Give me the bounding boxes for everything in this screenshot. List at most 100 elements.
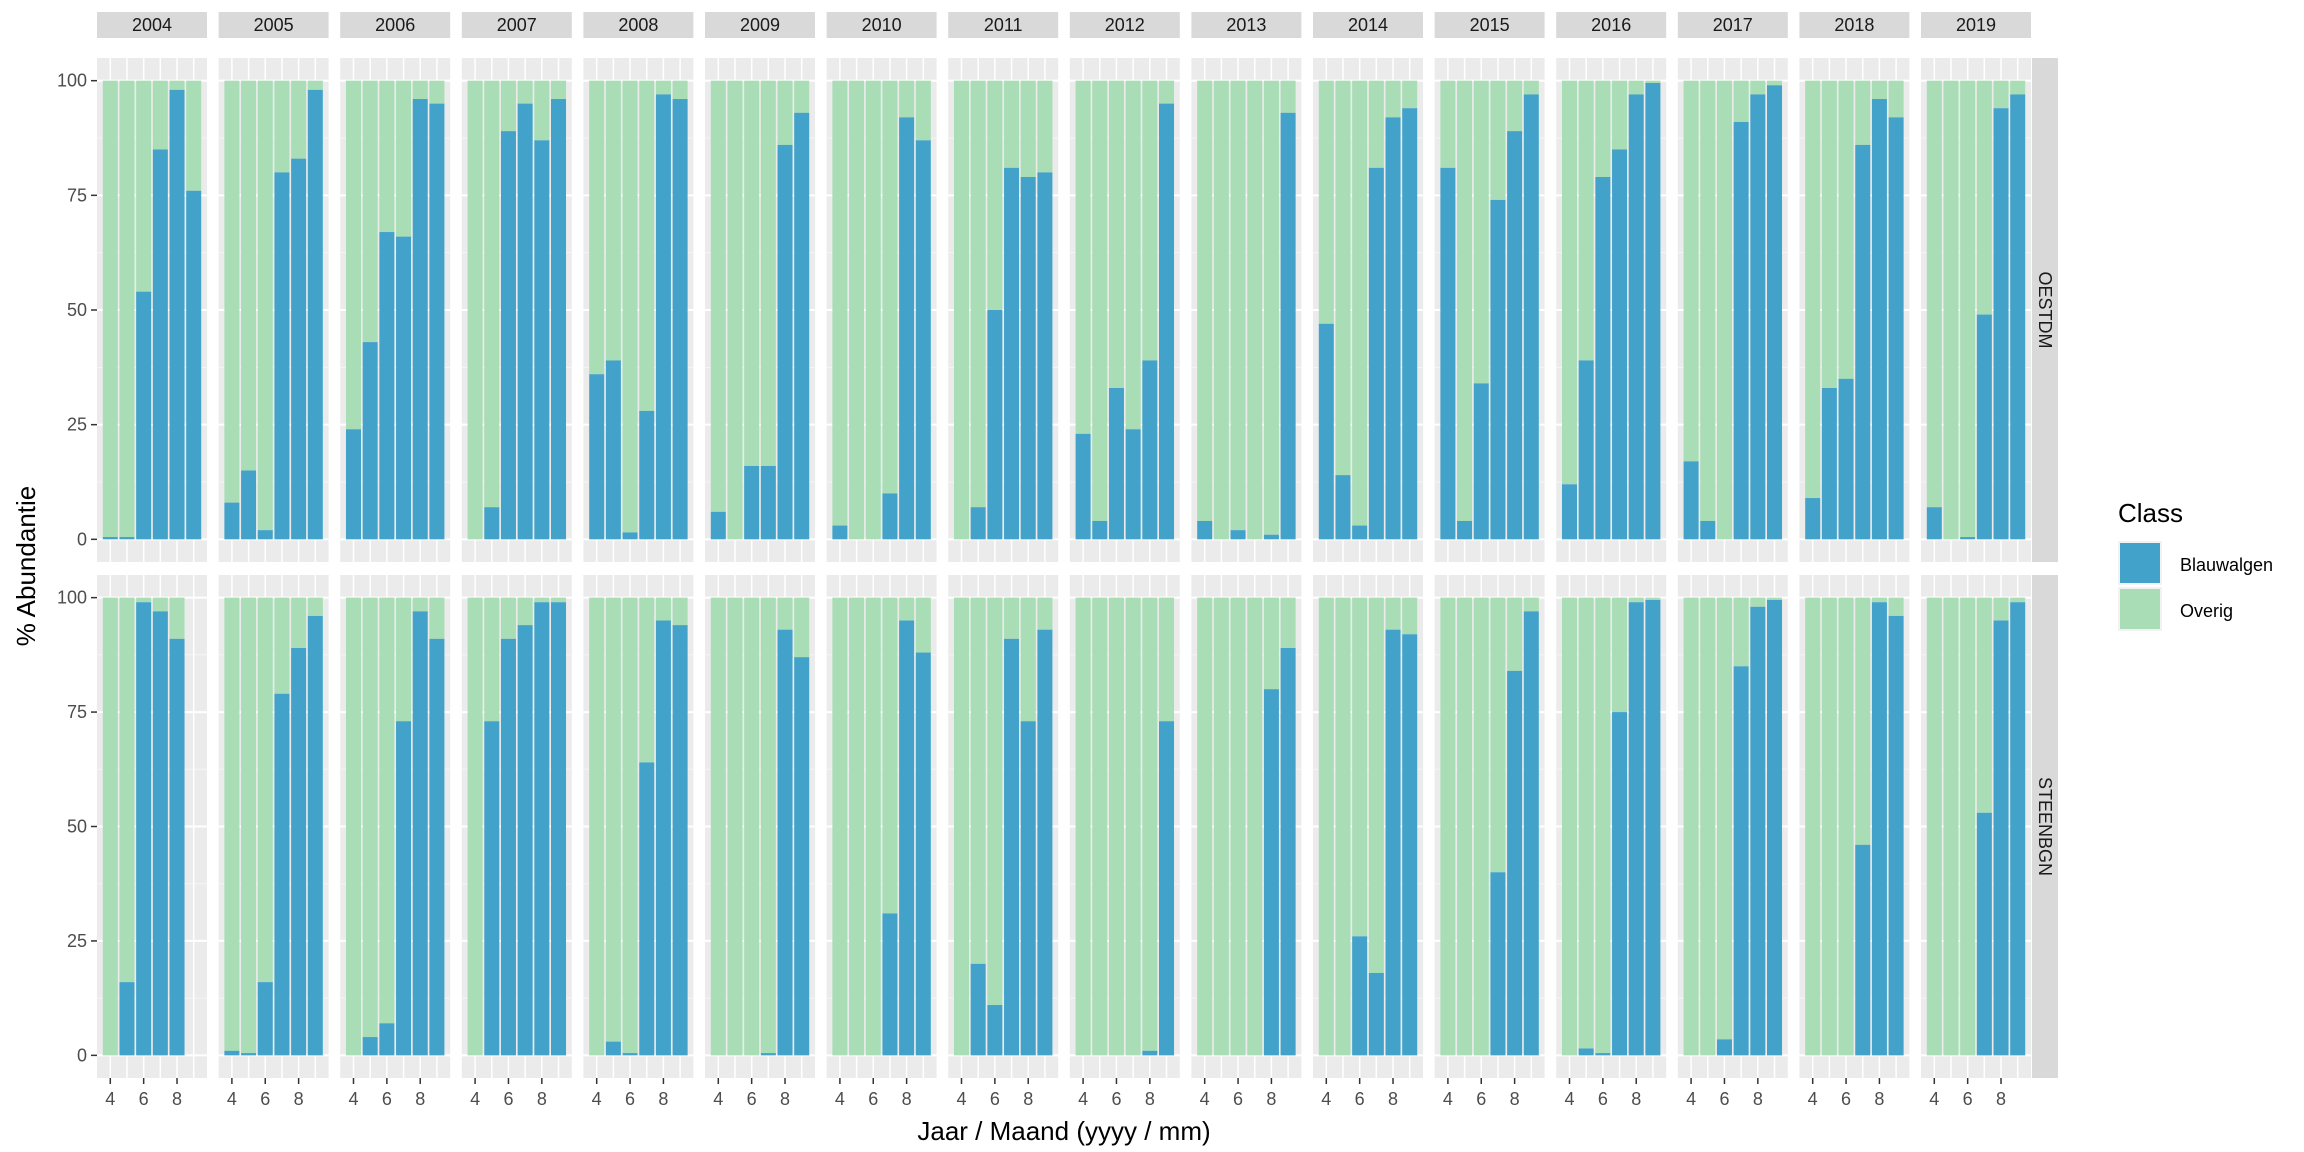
bar-blauwalgen (1976, 314, 1992, 540)
y-tick-label: 75 (67, 702, 87, 722)
bar-overig (1490, 80, 1506, 200)
bar-overig (1750, 597, 1766, 607)
bar-overig (710, 80, 726, 512)
bar-blauwalgen (1612, 712, 1628, 1056)
bar-blauwalgen (1197, 520, 1213, 540)
bar-overig (899, 597, 915, 621)
bar-blauwalgen (832, 525, 848, 540)
bar-blauwalgen (1750, 606, 1766, 1056)
x-tick-label: 4 (105, 1089, 115, 1109)
bar-overig (760, 597, 776, 1054)
bar-blauwalgen (672, 625, 688, 1056)
bar-blauwalgen (257, 982, 273, 1056)
panel-steenbgn-2015 (1434, 575, 1545, 1078)
bar-blauwalgen (1838, 378, 1854, 540)
bar-overig (1440, 80, 1456, 168)
bar-blauwalgen (307, 615, 323, 1056)
bar-overig (1523, 597, 1539, 612)
bar-overig (1440, 597, 1456, 1056)
y-tick-label: 0 (77, 529, 87, 549)
bar-blauwalgen (152, 611, 168, 1056)
bar-overig (186, 80, 202, 191)
bar-blauwalgen (760, 465, 776, 540)
bar-overig (1578, 80, 1594, 361)
x-tick-label: 6 (260, 1089, 270, 1109)
bar-blauwalgen (257, 530, 273, 540)
x-tick-label: 6 (1233, 1089, 1243, 1109)
bar-overig (1142, 80, 1158, 361)
bar-overig (1075, 80, 1091, 434)
bar-blauwalgen (2010, 94, 2026, 540)
bar-overig (152, 80, 168, 150)
x-tick-label: 6 (1841, 1089, 1851, 1109)
bar-overig (1368, 80, 1384, 168)
panel-steenbgn-2004 (97, 575, 207, 1078)
x-tick-label: 6 (1963, 1089, 1973, 1109)
bar-blauwalgen (1612, 149, 1628, 540)
bar-overig (1612, 80, 1628, 150)
bar-blauwalgen (345, 429, 361, 540)
bar-overig (1960, 597, 1976, 1056)
panel-oestdm-2007 (461, 58, 572, 562)
bar-blauwalgen (362, 342, 378, 540)
bar-blauwalgen (589, 374, 605, 540)
bar-overig (169, 80, 185, 90)
bar-overig (1767, 80, 1783, 86)
bar-overig (1368, 597, 1384, 973)
bar-blauwalgen (1733, 121, 1749, 540)
bar-overig (1855, 597, 1871, 845)
col-strip-2007: 2007 (461, 12, 572, 38)
bar-blauwalgen (1645, 82, 1661, 540)
bar-overig (1159, 80, 1175, 104)
bar-overig (882, 597, 898, 914)
bar-overig (1402, 80, 1418, 109)
col-strip-label: 2005 (254, 15, 294, 35)
col-strip-label: 2016 (1591, 15, 1631, 35)
bar-overig (412, 597, 428, 612)
bar-overig (1197, 597, 1213, 1056)
x-tick-label: 8 (1753, 1089, 1763, 1109)
bar-blauwalgen (1821, 387, 1837, 540)
bar-overig (622, 80, 638, 533)
bar-overig (241, 80, 257, 471)
bar-blauwalgen (307, 89, 323, 540)
panel-steenbgn-2018 (1799, 575, 1910, 1078)
bar-overig (605, 80, 621, 361)
bar-blauwalgen (1805, 498, 1821, 540)
bar-overig (345, 597, 361, 1056)
bar-overig (1004, 80, 1020, 168)
bar-overig (1352, 597, 1368, 937)
col-strip-2011: 2011 (948, 12, 1059, 38)
bar-blauwalgen (429, 638, 445, 1056)
bar-blauwalgen (1004, 167, 1020, 540)
bar-blauwalgen (1335, 475, 1351, 540)
bar-overig (622, 597, 638, 1054)
bar-overig (744, 80, 760, 466)
bar-blauwalgen (224, 502, 240, 540)
bar-overig (1993, 80, 2009, 109)
bar-blauwalgen (1440, 167, 1456, 540)
bar-blauwalgen (1490, 872, 1506, 1056)
bar-overig (257, 80, 273, 531)
bar-blauwalgen (412, 611, 428, 1056)
bar-blauwalgen (777, 629, 793, 1056)
bar-overig (169, 597, 185, 639)
x-tick-label: 8 (1266, 1089, 1276, 1109)
bar-overig (224, 597, 240, 1051)
bar-overig (257, 597, 273, 983)
x-tick-label: 8 (780, 1089, 790, 1109)
x-tick-label: 4 (1929, 1089, 1939, 1109)
x-tick-label: 6 (503, 1089, 513, 1109)
bar-blauwalgen (274, 693, 290, 1056)
bar-blauwalgen (152, 149, 168, 540)
bar-blauwalgen (1523, 611, 1539, 1056)
x-tick-label: 6 (747, 1089, 757, 1109)
bar-blauwalgen (119, 982, 135, 1056)
bar-blauwalgen (1402, 634, 1418, 1056)
bar-overig (1213, 80, 1229, 540)
bar-blauwalgen (744, 465, 760, 540)
bar-blauwalgen (1871, 602, 1887, 1056)
bar-blauwalgen (915, 140, 931, 540)
col-strip-2005: 2005 (218, 12, 329, 38)
bar-blauwalgen (970, 507, 986, 540)
